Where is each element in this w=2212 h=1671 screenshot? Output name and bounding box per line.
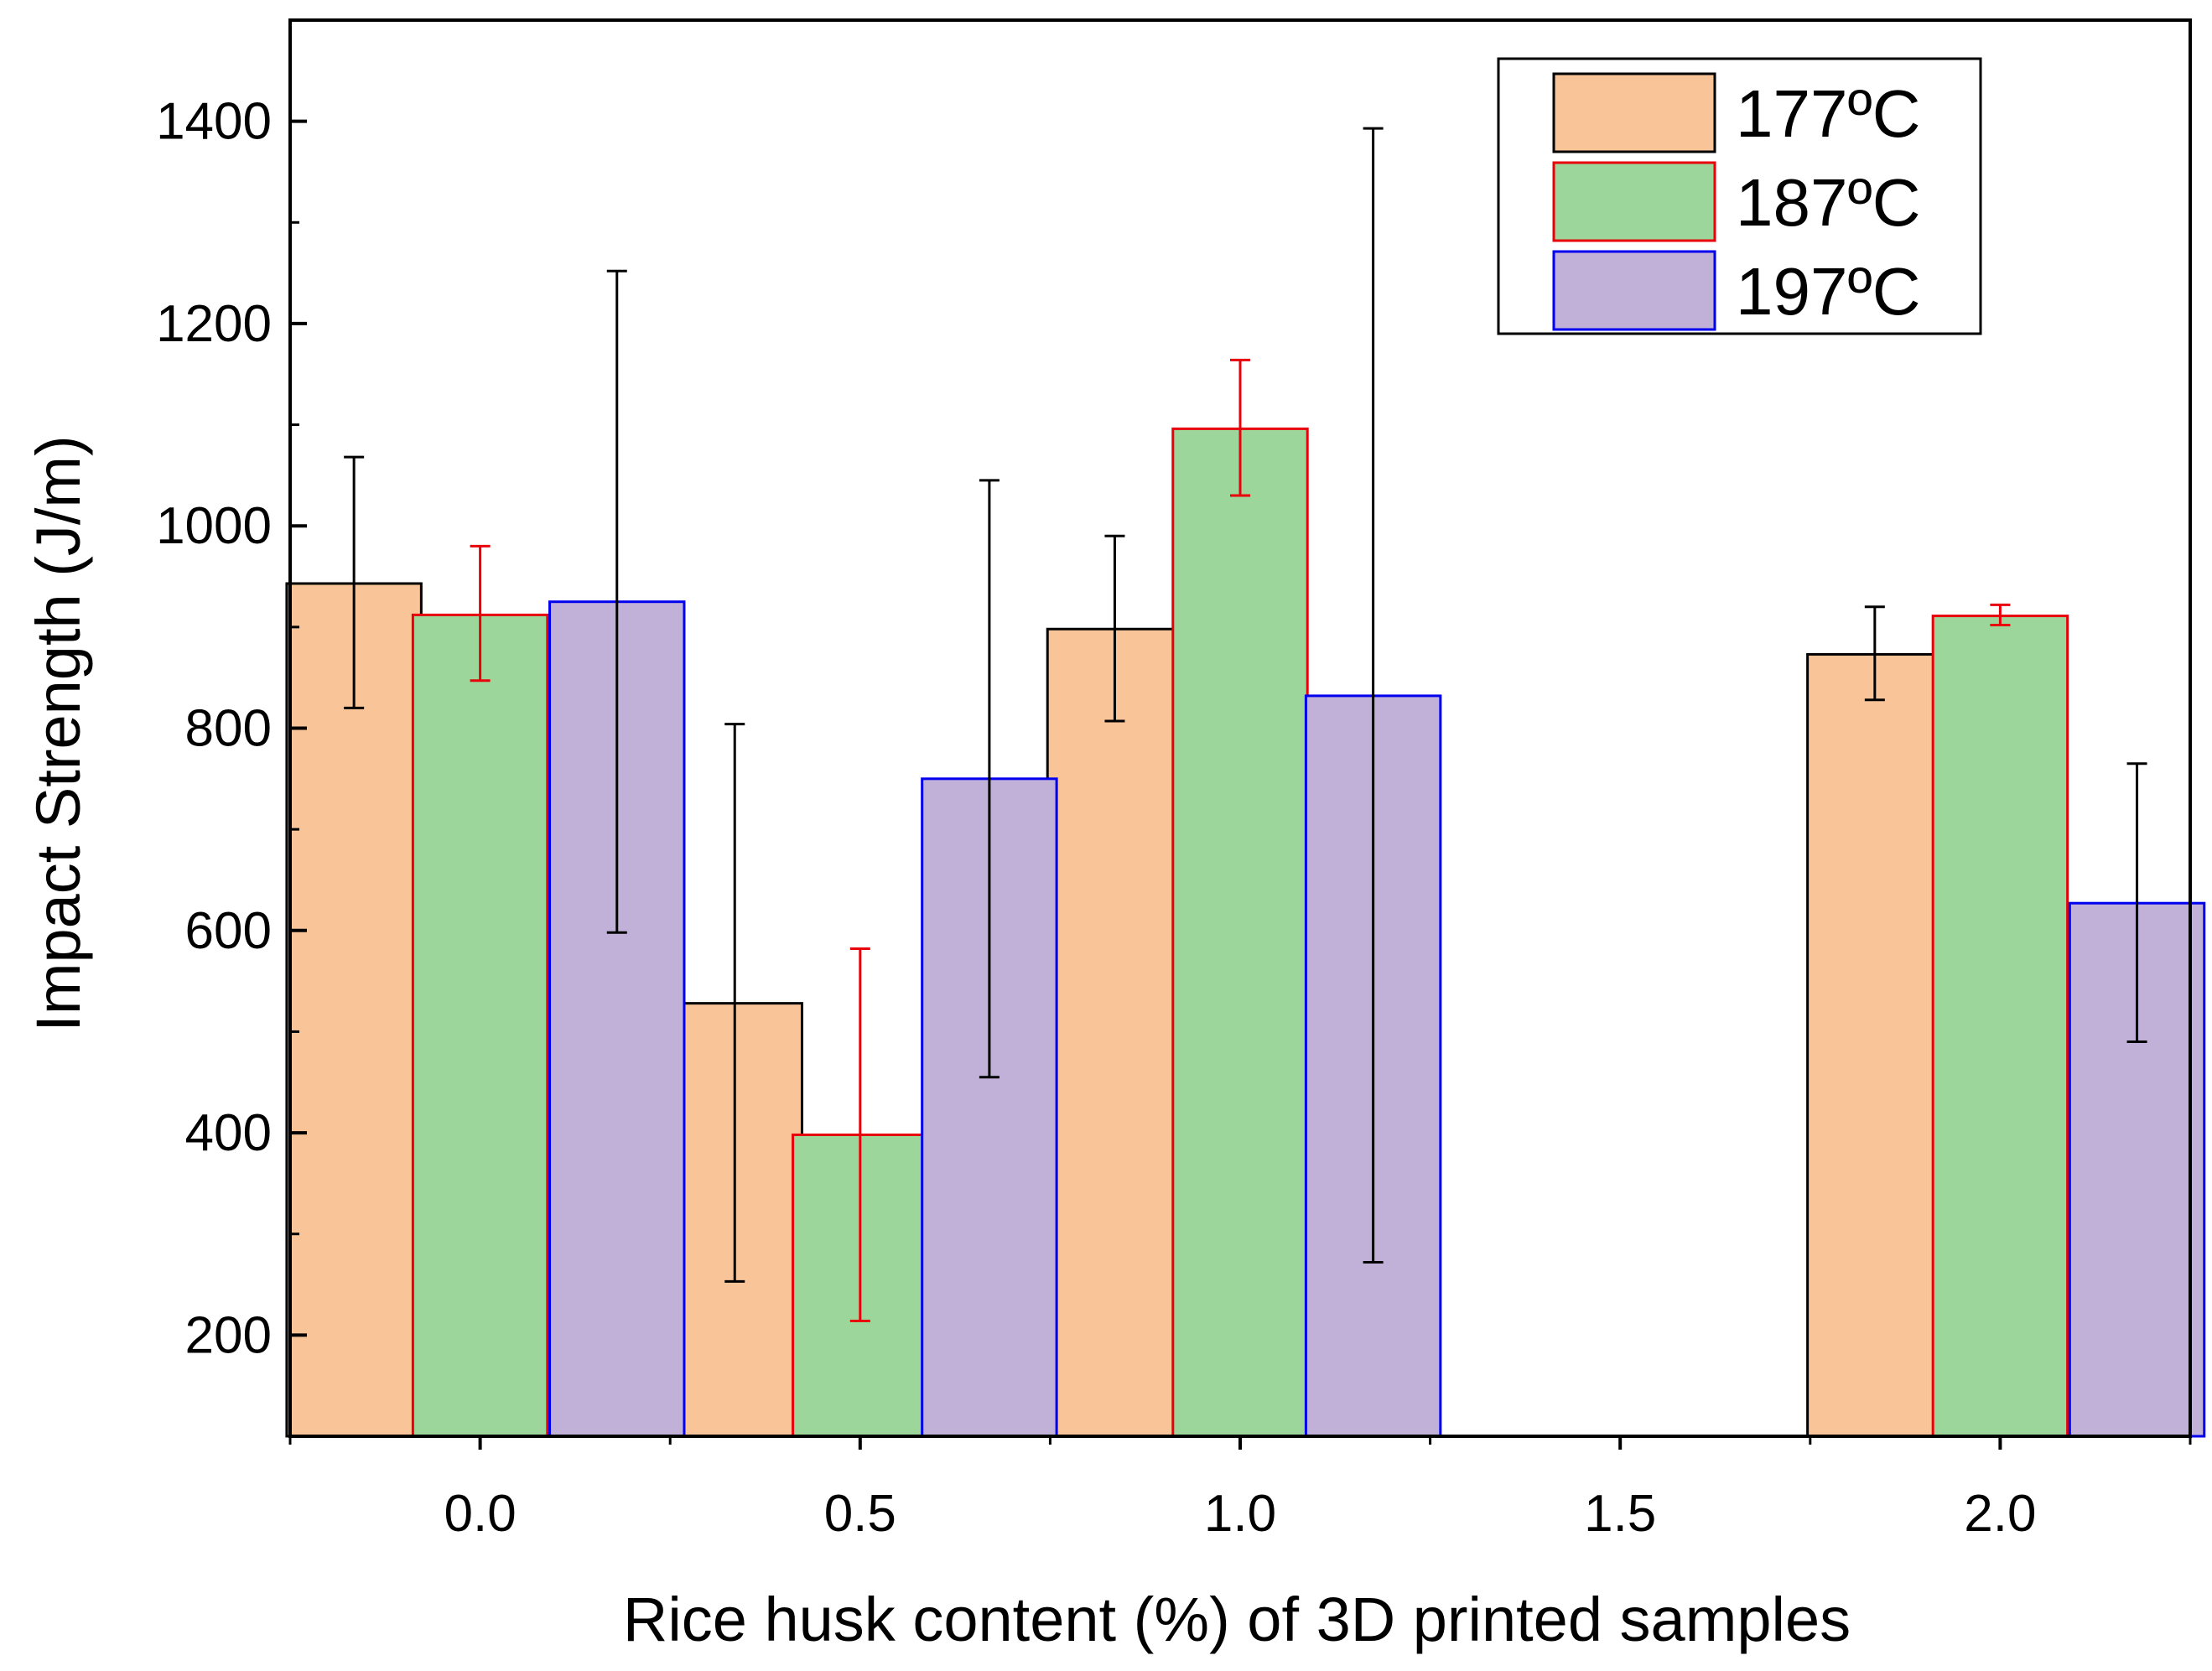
bar-series2-1 [411, 613, 549, 1438]
y-axis: 200 400 600 800 1000 1200 1400 [156, 18, 307, 1438]
y-axis-title: Impact Strength (J/m) [23, 435, 93, 1031]
legend-label-3: 197ºC [1736, 254, 1920, 329]
y-tick-label: 800 [185, 700, 272, 758]
error-bar-series3-4 [2126, 762, 2147, 1043]
error-bar-series1-1 [344, 455, 365, 709]
error-bar-series1-3 [1104, 534, 1125, 723]
y-tick-label: 200 [185, 1306, 272, 1364]
legend-label-1: 177ºC [1736, 76, 1920, 151]
error-bar-series3-3 [1363, 127, 1384, 1264]
x-axis: 0.0 0.5 1.0 1.5 2.0 [288, 1436, 2192, 1543]
y-tick-label: 1000 [156, 497, 272, 555]
y-tick-label: 600 [185, 902, 272, 960]
bar-series1-4 [1806, 652, 1944, 1438]
legend-swatch-2 [1552, 161, 1716, 242]
bar-series2-4 [1931, 615, 2069, 1438]
legend-swatch-1 [1552, 72, 1716, 153]
error-bar-series3-2 [979, 479, 1000, 1079]
legend-label-2: 187ºC [1736, 165, 1920, 240]
error-bar-series2-4 [1990, 603, 2011, 626]
error-bar-series3-1 [606, 269, 627, 934]
bar-series2-3 [1171, 427, 1309, 1438]
x-tick-label: 2.0 [1964, 1485, 2036, 1543]
x-tick-label: 0.5 [824, 1485, 896, 1543]
bar-series1-1 [285, 582, 423, 1438]
y-tick-label: 1200 [156, 295, 272, 353]
bar-series1-3 [1046, 627, 1184, 1438]
error-bar-series1-4 [1864, 605, 1885, 702]
legend: 177ºC 187ºC 197ºC [1497, 57, 1982, 335]
x-tick-label: 1.0 [1204, 1485, 1276, 1543]
error-bars-layer [344, 127, 2147, 1322]
error-bar-series2-2 [849, 947, 870, 1322]
error-bar-series2-1 [470, 544, 491, 682]
y-tick-label: 1400 [156, 93, 272, 151]
x-tick-label: 0.0 [444, 1485, 516, 1543]
error-bar-series1-2 [724, 723, 745, 1283]
x-axis-title: Rice husk content (%) of 3D printed samp… [623, 1585, 1851, 1654]
legend-swatch-3 [1552, 250, 1716, 331]
x-tick-label: 1.5 [1584, 1485, 1656, 1543]
bars-layer [285, 427, 2206, 1438]
y-tick-label: 400 [185, 1104, 272, 1162]
error-bar-series2-3 [1230, 358, 1250, 497]
